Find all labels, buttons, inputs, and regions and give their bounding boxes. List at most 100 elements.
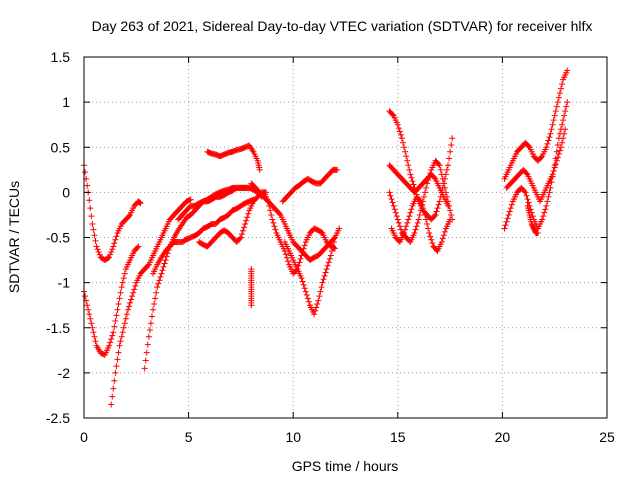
data-point-interp	[443, 166, 450, 173]
data-point	[120, 324, 127, 331]
data-point	[116, 342, 123, 349]
series-track-03	[108, 196, 194, 408]
y-tick-label: -2.5	[46, 410, 70, 426]
data-point-interp	[146, 327, 153, 334]
data-point-interp	[554, 154, 561, 161]
data-point-interp	[441, 228, 448, 235]
series-track-18	[501, 67, 571, 182]
data-point	[501, 225, 508, 232]
data-point-interp	[117, 338, 124, 345]
data-point	[323, 266, 330, 273]
data-point-interp	[119, 329, 126, 336]
data-point-interp	[404, 157, 411, 164]
x-tick-label: 25	[599, 429, 615, 445]
data-point	[124, 306, 131, 313]
data-point-interp	[389, 199, 396, 206]
data-point-interp	[113, 363, 120, 370]
data-point-interp	[245, 210, 252, 217]
data-point-interp	[120, 275, 127, 282]
data-point-interp	[525, 199, 532, 206]
data-point-interp	[434, 205, 441, 212]
data-point-interp	[555, 151, 562, 158]
data-point-interp	[132, 283, 139, 290]
chart-title: Day 263 of 2021, Sidereal Day-to-day VTE…	[92, 18, 593, 34]
data-point-interp	[545, 137, 552, 144]
data-point	[549, 171, 556, 178]
data-point-interp	[448, 211, 455, 218]
data-point-interp	[283, 254, 290, 261]
data-point-interp	[423, 216, 430, 223]
data-point	[405, 216, 412, 223]
data-point-interp	[131, 286, 138, 293]
series-track-05	[150, 196, 257, 277]
data-point-interp	[396, 128, 403, 135]
data-point-interp	[523, 192, 530, 199]
data-point-interp	[409, 178, 416, 185]
data-point	[319, 279, 326, 286]
data-point	[242, 220, 249, 227]
data-point-interp	[116, 295, 123, 302]
data-point-interp	[562, 108, 569, 115]
data-point-interp	[88, 320, 95, 327]
data-point-interp	[119, 279, 126, 286]
x-tick-label: 10	[285, 429, 301, 445]
data-point-interp	[134, 244, 141, 251]
data-point	[426, 229, 433, 236]
data-point-interp	[439, 175, 446, 182]
data-point-interp	[395, 219, 402, 226]
data-point	[394, 216, 401, 223]
data-point-interp	[127, 299, 134, 306]
data-point-interp	[556, 90, 563, 97]
data-point	[162, 257, 169, 264]
data-point-interp	[540, 213, 547, 220]
data-point-interp	[108, 336, 115, 343]
data-point	[449, 135, 456, 142]
data-point	[106, 342, 113, 349]
data-point-interp	[396, 223, 403, 230]
data-point-interp	[313, 304, 320, 311]
data-point-interp	[439, 235, 446, 242]
data-point	[564, 67, 571, 74]
data-point-interp	[507, 205, 514, 212]
data-point-interp	[128, 296, 135, 303]
data-point	[401, 229, 408, 236]
data-point-interp	[122, 315, 129, 322]
data-point-interp	[121, 270, 128, 277]
data-point-interp	[156, 277, 163, 284]
data-point-interp	[554, 141, 561, 148]
data-point-interp	[239, 227, 246, 234]
data-point-interp	[299, 249, 306, 256]
data-point-interp	[419, 205, 426, 212]
data-point	[534, 229, 541, 236]
data-point-interp	[82, 293, 89, 300]
y-tick-label: -1.5	[46, 320, 70, 336]
data-point	[398, 135, 405, 142]
data-point-interp	[159, 267, 166, 274]
data-point-interp	[305, 298, 312, 305]
data-point	[334, 166, 341, 173]
series-track-13	[248, 266, 255, 309]
data-point	[93, 243, 100, 250]
x-tick-label: 20	[495, 429, 511, 445]
series-track-08	[204, 142, 263, 173]
data-point-interp	[438, 171, 445, 178]
data-point-interp	[268, 211, 275, 218]
y-tick-label: 1.5	[51, 49, 71, 65]
data-point-interp	[297, 255, 304, 262]
data-point-interp	[91, 333, 98, 340]
data-point-interp	[408, 174, 415, 181]
data-point	[256, 166, 263, 173]
data-point-interp	[88, 213, 95, 220]
data-point-interp	[405, 162, 412, 169]
data-point-interp	[402, 148, 409, 155]
data-point	[447, 216, 454, 223]
data-point-interp	[552, 108, 559, 115]
data-point	[522, 189, 529, 196]
data-point	[336, 225, 343, 232]
data-point-interp	[86, 311, 93, 318]
data-point	[539, 216, 546, 223]
data-point	[543, 144, 550, 151]
y-tick-label: 0.5	[51, 139, 71, 155]
